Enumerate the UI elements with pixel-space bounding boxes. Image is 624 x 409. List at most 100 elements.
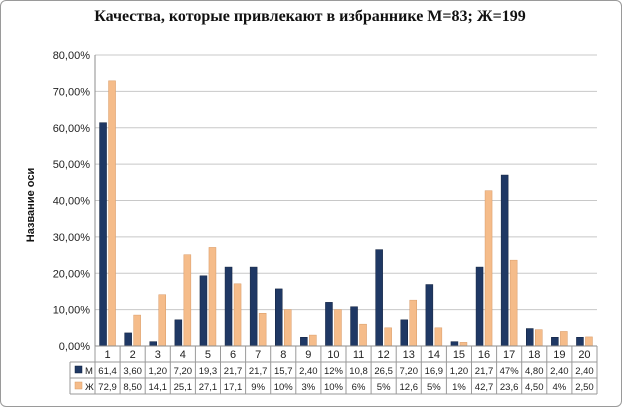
y-tick-label: 0,00% [59, 341, 90, 353]
bar-zh [535, 329, 543, 347]
legend-label: Ж [85, 382, 94, 393]
x-tick-label: 4 [180, 349, 186, 361]
bar-m [275, 288, 283, 347]
x-tick-label: 5 [205, 349, 211, 361]
data-label: 10% [324, 382, 344, 393]
data-label: 17,1 [224, 382, 243, 393]
bar-m [249, 266, 258, 347]
y-tick-label: 40,00% [53, 196, 91, 208]
x-tick-label: 19 [553, 349, 565, 361]
legend-key-zh [74, 381, 83, 390]
bar-m [576, 337, 584, 347]
data-label: 2,40 [575, 366, 594, 377]
bar-m [350, 306, 358, 347]
bar-m [526, 328, 534, 347]
y-tick-label: 10,00% [53, 305, 91, 317]
y-tick-label: 80,00% [53, 50, 91, 62]
data-label: 3% [301, 382, 315, 393]
bar-m [149, 341, 157, 347]
bar-zh [509, 259, 518, 347]
bar-zh [158, 294, 166, 347]
data-label: 7,20 [174, 366, 193, 377]
bar-zh [284, 309, 292, 347]
data-label: 2,40 [299, 366, 318, 377]
data-label: 4,80 [525, 366, 544, 377]
bar-m [174, 319, 183, 347]
x-tick-label: 14 [428, 349, 440, 361]
x-tick-label: 7 [255, 349, 261, 361]
y-tick-label: 50,00% [53, 159, 91, 171]
data-label: 1,20 [149, 366, 168, 377]
bar-zh [334, 309, 342, 347]
x-tick-label: 18 [528, 349, 540, 361]
data-label: 21,7 [249, 366, 268, 377]
data-label: 5% [427, 382, 441, 393]
bar-m [551, 337, 559, 347]
y-tick-label: 70,00% [53, 86, 91, 98]
bar-m [450, 341, 459, 347]
chart-title: Качества, которые привлекают в избранник… [94, 8, 526, 25]
x-tick-label: 3 [155, 349, 161, 361]
data-label: 2,40 [550, 366, 569, 377]
x-tick-label: 13 [403, 349, 415, 361]
bar-zh [208, 247, 217, 347]
bar-m [300, 337, 308, 347]
y-tick-label: 20,00% [53, 268, 91, 280]
x-tick-label: 8 [280, 349, 286, 361]
data-label: 16,9 [425, 366, 444, 377]
data-label: 19,3 [199, 366, 218, 377]
data-label: 10% [274, 382, 294, 393]
data-label: 5% [377, 382, 391, 393]
x-tick-label: 6 [230, 349, 236, 361]
bar-m [475, 266, 484, 347]
bar-m [425, 284, 434, 347]
data-label: 42,7 [475, 382, 494, 393]
x-tick-label: 2 [130, 349, 136, 361]
data-label: 10,8 [349, 366, 368, 377]
y-tick-label: 60,00% [53, 123, 91, 135]
data-label: 23,6 [500, 382, 519, 393]
bar-zh [108, 80, 116, 347]
bar-m [325, 302, 333, 347]
data-label: 21,7 [224, 366, 243, 377]
x-tick-label: 20 [578, 349, 590, 361]
bars [99, 80, 593, 347]
bar-m [500, 174, 509, 347]
y-tick-label: 30,00% [53, 232, 91, 244]
data-label: 25,1 [174, 382, 193, 393]
legend-label: М [85, 366, 93, 377]
bar-zh [560, 331, 568, 347]
data-label: 15,7 [274, 366, 293, 377]
data-label: 26,5 [374, 366, 393, 377]
bar-zh [585, 336, 593, 347]
data-label: 4% [552, 382, 566, 393]
x-tick-label: 15 [453, 349, 465, 361]
bar-m [124, 332, 132, 347]
bar-zh [484, 190, 493, 347]
bar-zh [133, 314, 141, 347]
bar-zh [183, 254, 192, 347]
x-tick-label: 16 [478, 349, 490, 361]
bar-zh [434, 327, 443, 347]
legend-key-m [74, 365, 83, 374]
data-label: 47% [500, 366, 520, 377]
data-label: 4,50 [525, 382, 544, 393]
data-label: 12,6 [400, 382, 419, 393]
data-table: 1 2 3 4 5 6 7 8 9 10 11 12 13 14 15 16 17 18 19 20М 61,4 3,60… [69, 346, 598, 395]
gridlines [95, 54, 597, 347]
bar-m [400, 319, 408, 347]
bar-m [375, 249, 383, 347]
data-label: 3,60 [123, 366, 142, 377]
bar-zh [359, 323, 367, 347]
data-label: 14,1 [149, 382, 168, 393]
x-tick-label: 12 [378, 349, 390, 361]
bar-zh [233, 283, 242, 347]
data-label: 12% [324, 366, 344, 377]
bar-zh [309, 334, 317, 347]
bar-zh [384, 327, 392, 347]
x-tick-label: 17 [503, 349, 515, 361]
data-label: 27,1 [199, 382, 218, 393]
x-tick-label: 11 [353, 349, 364, 361]
data-label: 72,9 [98, 382, 117, 393]
